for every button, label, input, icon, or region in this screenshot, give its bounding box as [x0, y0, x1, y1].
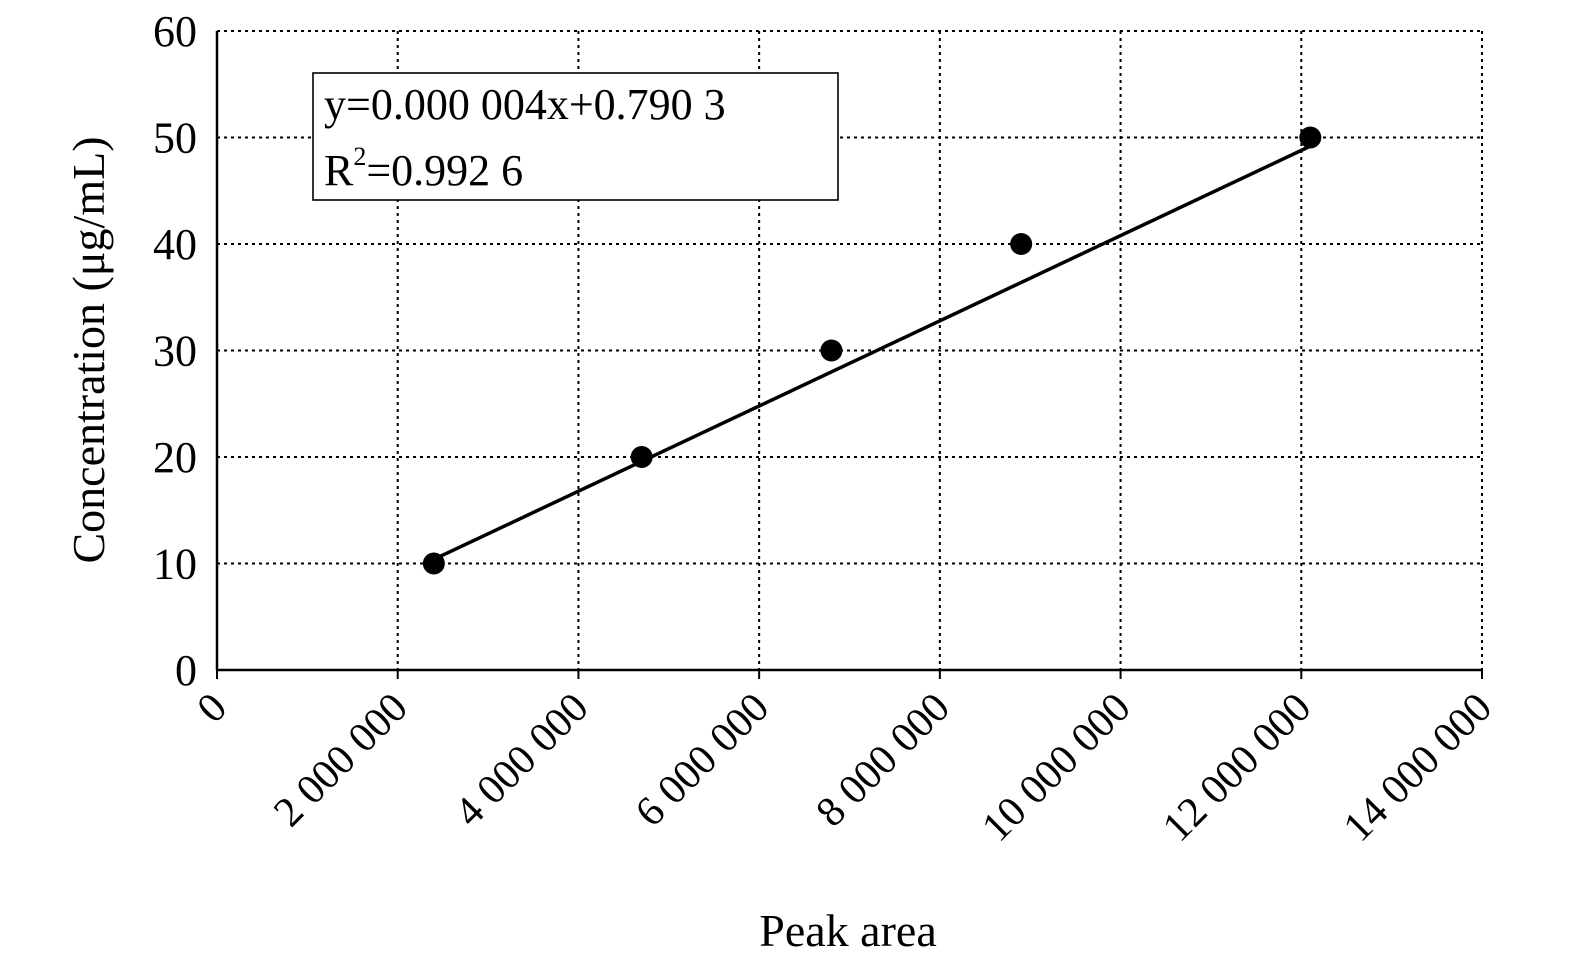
x-axis-title: Peak area: [759, 905, 937, 956]
r-squared-superscript: 2: [353, 142, 366, 171]
y-tick-label: 30: [153, 327, 197, 376]
y-tick-label: 40: [153, 220, 197, 269]
r-squared-prefix: R: [324, 146, 354, 195]
y-axis-title: Concentration (μg/mL): [63, 136, 114, 563]
data-points: [422, 126, 1322, 575]
data-point: [1010, 233, 1033, 255]
equation-text: y=0.000 004x+0.790 3: [324, 80, 726, 129]
trendline: [433, 144, 1312, 561]
data-point: [422, 552, 445, 575]
y-tick-label: 20: [153, 433, 197, 482]
r-squared-value: =0.992 6: [366, 146, 523, 195]
trendline-layer: [433, 144, 1312, 561]
r-squared-text: R2=0.992 6: [324, 142, 523, 195]
equation-box-frame: [312, 72, 839, 201]
y-tick-label: 50: [153, 114, 197, 163]
axes: [215, 31, 1483, 679]
y-tick-label: 60: [153, 7, 197, 56]
data-point: [630, 446, 653, 468]
data-point: [1299, 126, 1322, 149]
equation-box: y=0.000 004x+0.790 3 R2=0.992 6: [312, 72, 839, 201]
data-point: [820, 339, 843, 362]
y-tick-label: 0: [175, 646, 197, 695]
y-tick-label: 10: [153, 540, 197, 589]
